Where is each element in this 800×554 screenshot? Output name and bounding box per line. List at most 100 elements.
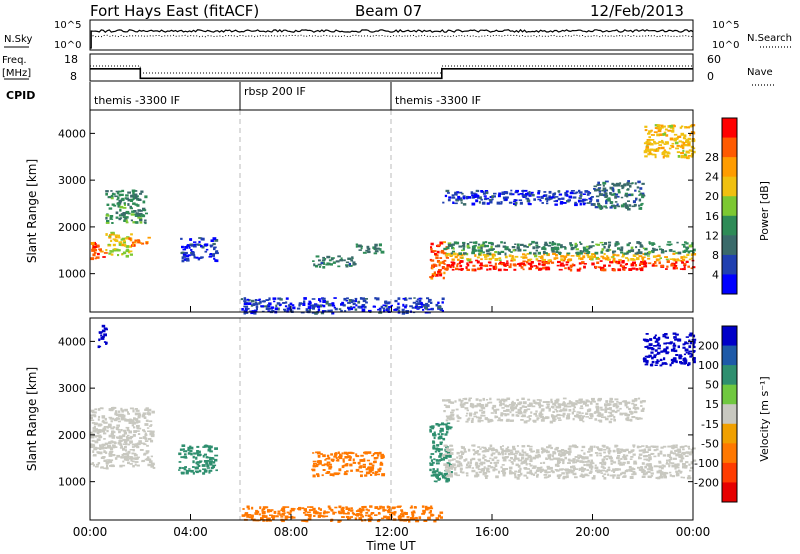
power-cell (121, 197, 124, 201)
velocity-cell (673, 336, 677, 339)
velocity-cell (662, 350, 666, 353)
velocity-cell (661, 466, 664, 470)
velocity-cell (143, 443, 147, 446)
velocity-cell (464, 407, 469, 410)
power-cell (115, 216, 119, 219)
power-cell (416, 306, 421, 309)
power-cell (544, 266, 547, 269)
power-cell (671, 145, 675, 148)
velocity-cell (589, 454, 593, 457)
velocity-cell (495, 475, 499, 479)
velocity-cell (535, 415, 538, 417)
velocity-cell (184, 466, 187, 469)
power-cell (372, 246, 375, 249)
power-cell (658, 127, 662, 130)
power-cell (213, 257, 216, 260)
velocity-cell (511, 413, 515, 417)
velocity-cell (647, 459, 651, 462)
velocity-cell (519, 467, 522, 471)
velocity-cell (653, 449, 657, 452)
power-cell (657, 254, 661, 257)
velocity-cell (95, 428, 98, 431)
power-cell (120, 193, 124, 196)
velocity-cell (529, 464, 533, 467)
velocity-cell (329, 473, 334, 476)
velocity-cell (664, 363, 668, 365)
velocity-cell (206, 467, 210, 469)
velocity-cell (678, 470, 683, 473)
power-cell (653, 131, 658, 134)
velocity-cell (572, 417, 575, 421)
power-cell (591, 196, 594, 198)
power-cell (592, 203, 596, 206)
power-cell (558, 193, 563, 196)
velocity-cell (645, 471, 648, 475)
velocity-cell (557, 450, 561, 453)
velocity-cell (559, 453, 563, 456)
power-cell (96, 244, 100, 248)
velocity-cell (210, 457, 214, 460)
power-cell (139, 242, 142, 244)
power-cell (185, 259, 190, 262)
velocity-cell (640, 405, 643, 407)
velocity-cell (659, 364, 663, 367)
velocity-cell (261, 511, 265, 515)
velocity-cell (137, 415, 141, 419)
velocity-cell (337, 520, 341, 523)
velocity-cell (608, 452, 611, 455)
power-cell (643, 150, 648, 154)
power-cell (243, 311, 246, 315)
power-cell (675, 260, 678, 264)
velocity-cell (148, 420, 153, 423)
power-cell (307, 306, 312, 310)
power-cell (538, 268, 542, 271)
velocity-cell (439, 511, 444, 514)
noise-left-tick-top: 10^5 (54, 20, 81, 31)
velocity-cell (447, 453, 450, 455)
power-cell (662, 133, 666, 136)
velocity-cell (317, 474, 320, 478)
velocity-cell (436, 444, 440, 447)
velocity-cell (682, 448, 685, 451)
velocity-cell (562, 462, 565, 465)
power-cell (284, 305, 288, 308)
velocity-cell (361, 506, 365, 509)
power-cell (635, 246, 638, 249)
velocity-cell (515, 414, 518, 417)
power-cell (114, 195, 118, 198)
power-cell (432, 250, 437, 252)
velocity-cell (676, 474, 680, 477)
velocity-cell (683, 465, 688, 468)
power-cell (551, 261, 555, 264)
velocity-cell (500, 412, 504, 415)
power-cell (116, 202, 120, 205)
power-cell (437, 301, 440, 304)
velocity-cell (665, 346, 669, 350)
power-cell (672, 126, 675, 130)
velocity-cell (144, 423, 149, 426)
power-cell (501, 262, 505, 264)
power-cell (591, 256, 595, 259)
power-cell (675, 252, 678, 255)
power-cell (558, 268, 563, 271)
power-cell (597, 202, 601, 205)
power-cell (134, 196, 138, 200)
velocity-cell (595, 405, 600, 409)
power-cell (665, 155, 670, 158)
velocity-cell (692, 350, 696, 353)
velocity-cell (484, 455, 487, 458)
velocity-cell (472, 444, 476, 447)
power-cell (252, 303, 255, 306)
power-cell (348, 308, 351, 311)
velocity-cell (560, 449, 565, 452)
velocity-cell (523, 409, 528, 412)
velocity-cell (657, 454, 660, 457)
power-cell (120, 213, 123, 216)
velocity-colorbar-tick: 100 (698, 359, 719, 372)
velocity-cell (603, 456, 606, 459)
velocity-cell (189, 445, 192, 448)
velocity-cell (386, 516, 391, 520)
velocity-cell (136, 424, 140, 428)
power-cell (141, 214, 146, 218)
velocity-cell (588, 472, 592, 474)
